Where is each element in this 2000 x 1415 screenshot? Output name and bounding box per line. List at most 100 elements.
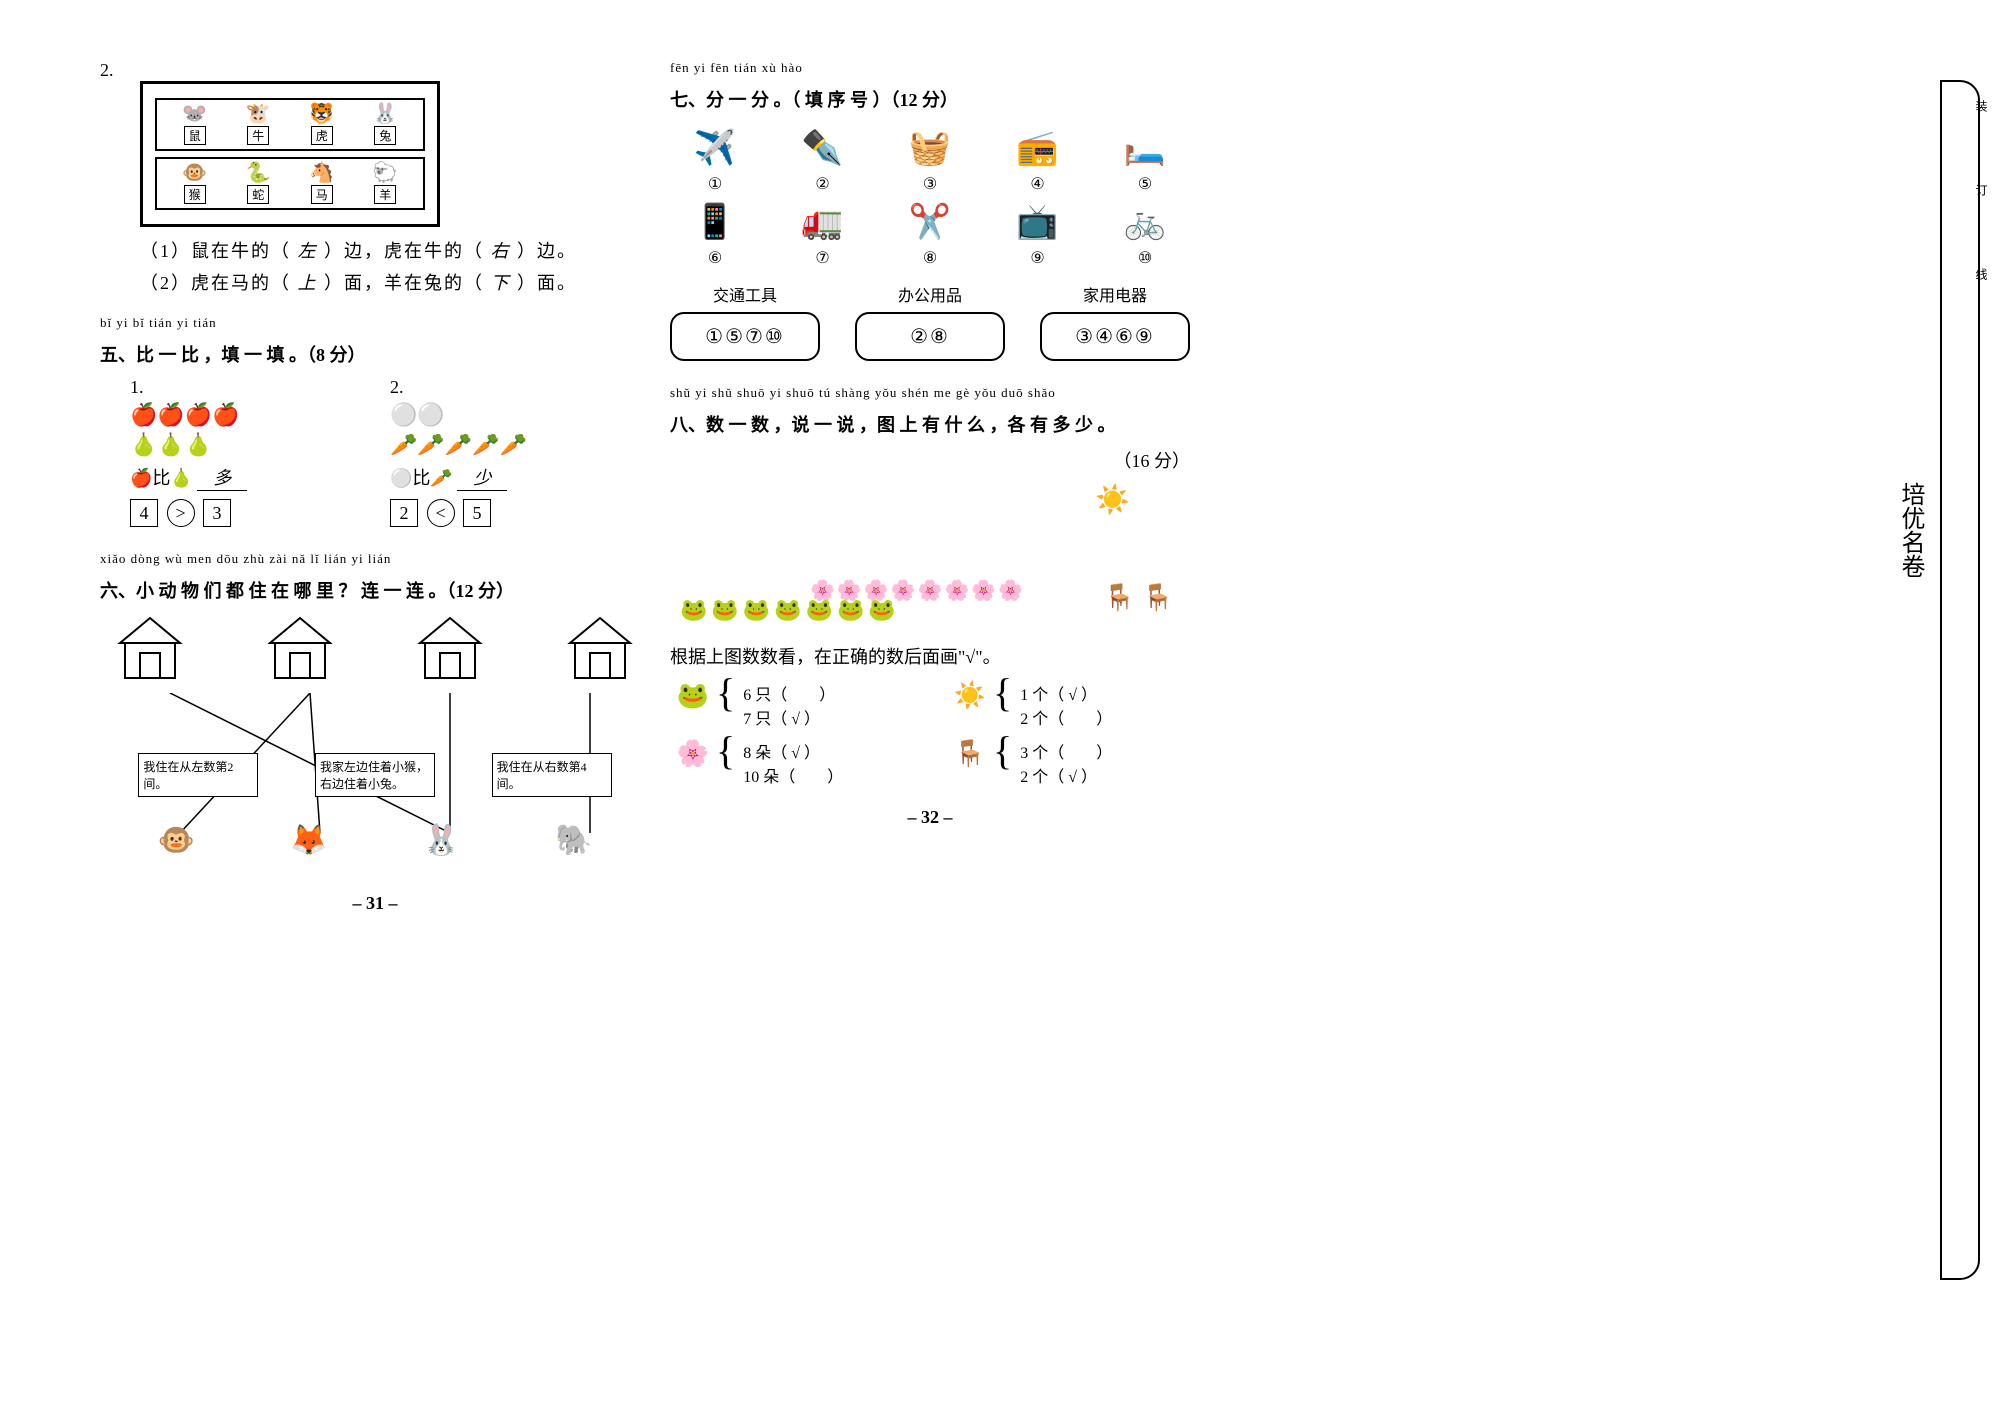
page-right: fēn yi fēn tián xù hào 七、分 一 分 。（ 填 序 号 … [670, 60, 1190, 828]
rabbit-icon: 🐰 [373, 104, 398, 124]
radio-icon: 📻 [993, 126, 1083, 170]
item-1: ✈️① [670, 126, 760, 194]
count-flower-a: 8 朵（ √ ） [743, 739, 843, 763]
washer-icon: 🧺 [885, 126, 975, 170]
category-row: 交通工具 ①⑤⑦⑩ 办公用品 ②⑧ 家用电器 ③④⑥⑨ [670, 282, 1190, 361]
q2-2-mid: ）面，羊在兔的（ [324, 273, 484, 293]
count-flower-b: 10 朵（ ） [743, 763, 843, 787]
q2-line1: （1）鼠在牛的（ 左 ）边，虎在牛的（ 右 ）边。 [140, 237, 650, 263]
count-sun-b: 2 个（ ） [1020, 705, 1112, 729]
sheep-label: 羊 [374, 185, 396, 204]
brand-label: 培优名卷 [1893, 482, 1928, 578]
s5-2-carrots: 🥕🥕🥕🥕🥕 [390, 432, 590, 458]
animal-rat: 🐭鼠 [182, 104, 207, 145]
cabinet: 🐭鼠 🐮牛 🐯虎 🐰兔 🐵猴 🐍蛇 🐴马 🐑羊 [140, 81, 440, 227]
brace-icon: { [716, 739, 735, 763]
s5-1-box-b: 3 [203, 499, 231, 527]
q2-1-ans1: 左 [298, 241, 318, 261]
shelf-top: 🐭鼠 🐮牛 🐯虎 🐰兔 [155, 98, 425, 151]
rat-label: 鼠 [184, 126, 206, 145]
horse-label: 马 [311, 185, 333, 204]
s5-1-circ: > [167, 499, 195, 527]
item-10: 🚲⑩ [1100, 200, 1190, 268]
count-frog: 🐸 { 6 只（ ） 7 只（ √ ） [676, 681, 913, 729]
q2-2-suffix: ）面。 [517, 273, 577, 293]
s5-2-box-a: 2 [390, 499, 418, 527]
plane-icon: ✈️ [670, 126, 760, 170]
s5-pinyin: bǐ yi bǐ tián yi tián [100, 315, 650, 331]
brace-icon: { [716, 681, 735, 705]
horse-icon: 🐴 [309, 163, 334, 183]
monkey-label: 猴 [184, 185, 206, 204]
count-frog-opts: 6 只（ ） 7 只（ √ ） [743, 681, 835, 729]
s5-2-cmp-l: ⚪比🥕 [390, 468, 453, 488]
count-bench-opts: 3 个（ ） 2 个（ √ ） [1020, 739, 1112, 787]
item-9-num: ⑨ [993, 248, 1083, 268]
ox-icon: 🐮 [246, 104, 271, 124]
phone-icon: 📱 [670, 200, 760, 244]
cut-marks: 装 订 线 [1973, 100, 1990, 310]
item-3-num: ③ [885, 174, 975, 194]
item-6-num: ⑥ [670, 248, 760, 268]
item-9: 📺⑨ [993, 200, 1083, 268]
s5-2-circles: ⚪⚪ [390, 402, 590, 428]
house-3 [410, 613, 490, 683]
count-sun: ☀️ { 1 个（ √ ） 2 个（ ） [953, 681, 1190, 729]
items-grid: ✈️① ✒️② 🧺③ 📻④ 🛏️⑤ 📱⑥ 🚛⑦ ✂️⑧ 📺⑨ 🚲⑩ [670, 126, 1190, 268]
q2-2-ans2: 下 [491, 273, 511, 293]
q2-line2: （2）虎在马的（ 上 ）面，羊在兔的（ 下 ）面。 [140, 269, 650, 295]
bottom-fox-icon: 🦊 [290, 823, 327, 858]
s5-1-box-a: 4 [130, 499, 158, 527]
s5-2-numline: 2 < 5 [390, 491, 590, 527]
s5-2-cmp: ⚪比🥕 少 [390, 464, 590, 491]
cat-transport: 交通工具 ①⑤⑦⑩ [670, 282, 820, 361]
houses-row [110, 613, 640, 683]
q2-2-ans1: 上 [298, 273, 318, 293]
tiger-icon: 🐯 [309, 104, 334, 124]
house-1 [110, 613, 190, 683]
count-frog-a: 6 只（ ） [743, 681, 835, 705]
item-2: ✒️② [778, 126, 868, 194]
rat-icon: 🐭 [182, 104, 207, 124]
s6-pinyin: xiǎo dòng wù men dōu zhù zài nǎ lǐ lián … [100, 551, 650, 567]
count-bench-icon: 🪑 [953, 739, 987, 769]
frogs-icon: 🐸🐸🐸🐸🐸🐸🐸 [680, 597, 900, 623]
snake-icon: 🐍 [246, 163, 271, 183]
s8-points: （16 分） [670, 447, 1190, 473]
animals-bottom: 🐵 🦊 🐰 🐘 [110, 823, 640, 858]
count-flower: 🌸 { 8 朵（ √ ） 10 朵（ ） [676, 739, 913, 787]
q2-1-mid: ）边，虎在牛的（ [324, 241, 484, 261]
page-num-left: – 31 – [100, 893, 650, 914]
section-8: shǔ yi shǔ shuō yi shuō tú shàng yǒu shé… [670, 385, 1190, 787]
speech-row: 我住在从左数第2间。 我家左边住着小猴，右边住着小兔。 我住在从右数第4间。 [110, 753, 640, 797]
items-row-2: 📱⑥ 🚛⑦ ✂️⑧ 📺⑨ 🚲⑩ [670, 200, 1190, 268]
cat-appliance: 家用电器 ③④⑥⑨ [1040, 282, 1190, 361]
section-6: xiǎo dòng wù men dōu zhù zài nǎ lǐ lián … [100, 551, 650, 873]
s7-title: 七、分 一 分 。（ 填 序 号 ）（12 分） [670, 86, 1190, 112]
compare-2: 2.⚪⚪ 🥕🥕🥕🥕🥕 ⚪比🥕 少 2 < 5 [390, 377, 590, 527]
item-4-num: ④ [993, 174, 1083, 194]
truck-icon: 🚛 [778, 200, 868, 244]
house-2 [260, 613, 340, 683]
item-3: 🧺③ [885, 126, 975, 194]
s5-2-box-b: 5 [463, 499, 491, 527]
brace-icon: { [993, 739, 1012, 763]
monkey-icon: 🐵 [182, 163, 207, 183]
house-4 [560, 613, 640, 683]
animal-tiger: 🐯虎 [309, 104, 334, 145]
benches-icon: 🪑🪑 [1103, 583, 1180, 613]
item-8-num: ⑧ [885, 248, 975, 268]
s5-1-num: 1. [130, 377, 144, 397]
s8-title: 八、数 一 数 ，说 一 说 ，图 上 有 什 么 ，各 有 多 少 。 [670, 411, 1190, 437]
q2-1-ans2: 右 [491, 241, 511, 261]
snake-label: 蛇 [247, 185, 269, 204]
s5-1-cmp-ans: 多 [197, 464, 247, 491]
animal-monkey: 🐵猴 [182, 163, 207, 204]
brace-icon: { [993, 681, 1012, 705]
tv-icon: 📺 [993, 200, 1083, 244]
item-7-num: ⑦ [778, 248, 868, 268]
connect-area: 我住在从左数第2间。 我家左边住着小猴，右边住着小兔。 我住在从右数第4间。 🐵… [110, 693, 640, 873]
q2-number: 2. [100, 60, 128, 81]
question-2: 2. 🐭鼠 🐮牛 🐯虎 🐰兔 🐵猴 🐍蛇 🐴马 🐑羊 （1）鼠在牛的（ 左 ）边… [100, 60, 650, 295]
cat-appliance-label: 家用电器 [1040, 282, 1190, 306]
